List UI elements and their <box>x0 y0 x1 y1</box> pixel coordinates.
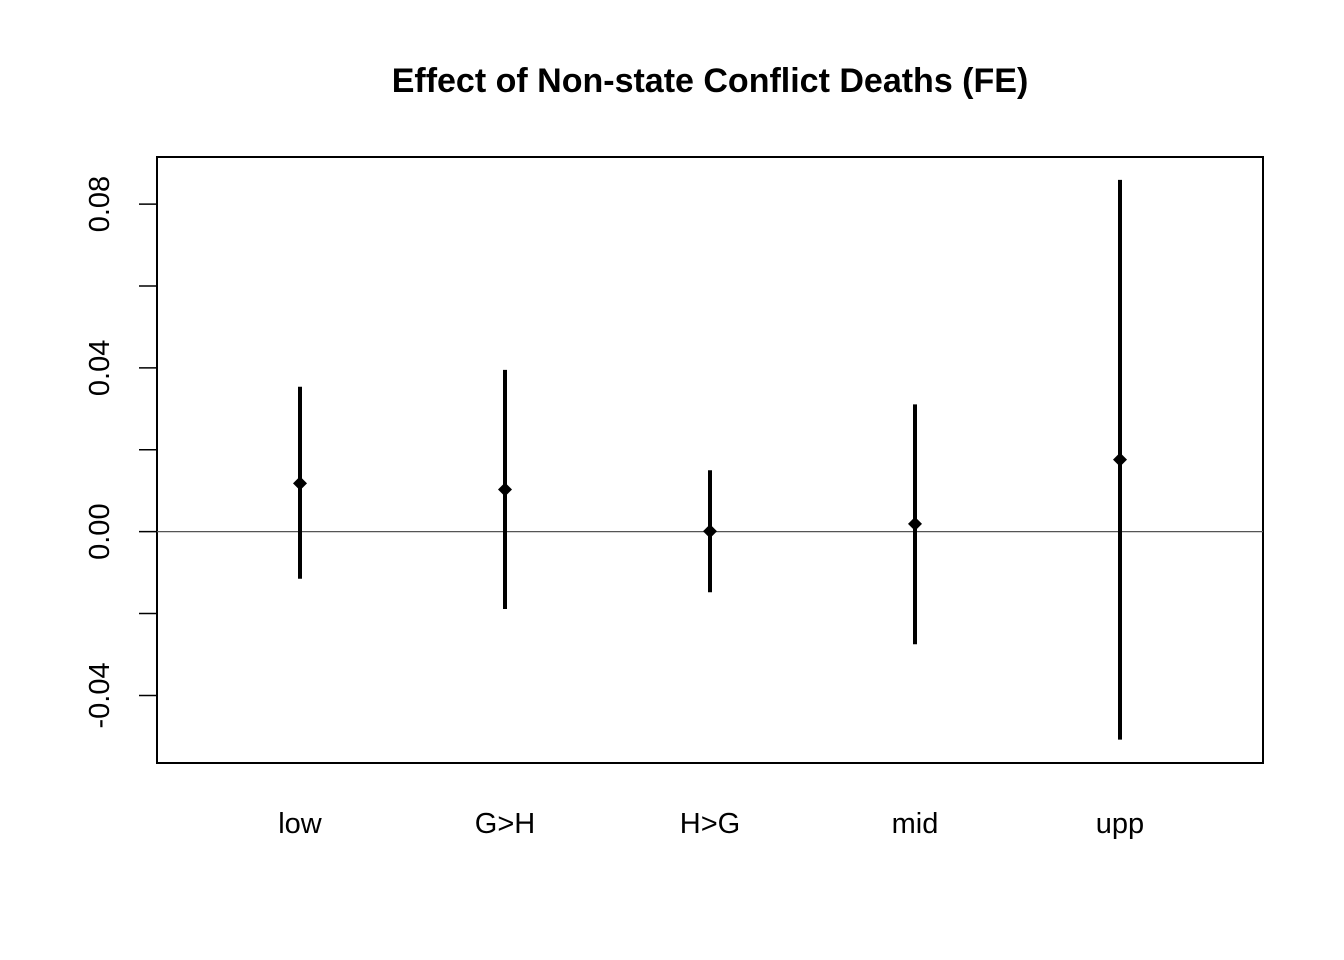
y-axis: -0.04 0.00 0.04 0.08 <box>84 176 157 728</box>
point-estimate-marker <box>908 516 922 531</box>
point-estimate-marker <box>498 482 512 497</box>
y-tick-label: 0.04 <box>84 340 116 396</box>
x-category-label: mid <box>892 808 939 840</box>
y-tick-label: 0.08 <box>84 176 116 232</box>
x-category-label: low <box>278 808 323 840</box>
x-category-label: G>H <box>475 808 535 840</box>
estimate-group <box>908 404 922 645</box>
chart-title: Effect of Non-state Conflict Deaths (FE) <box>392 62 1029 100</box>
data-layer <box>293 179 1127 740</box>
point-estimate-marker <box>293 476 307 491</box>
estimate-group <box>1113 179 1127 740</box>
point-estimate-marker <box>1113 452 1127 467</box>
estimate-group <box>498 369 512 610</box>
estimate-group <box>293 386 307 579</box>
x-category-labels: low G>H H>G mid upp <box>278 808 1144 840</box>
plot-frame <box>156 156 1264 764</box>
estimate-group <box>703 470 717 593</box>
y-tick-label: 0.00 <box>84 503 116 559</box>
x-category-label: upp <box>1096 808 1144 840</box>
point-estimate-marker <box>703 524 717 539</box>
y-tick-label: -0.04 <box>84 662 116 728</box>
x-category-label: H>G <box>680 808 740 840</box>
